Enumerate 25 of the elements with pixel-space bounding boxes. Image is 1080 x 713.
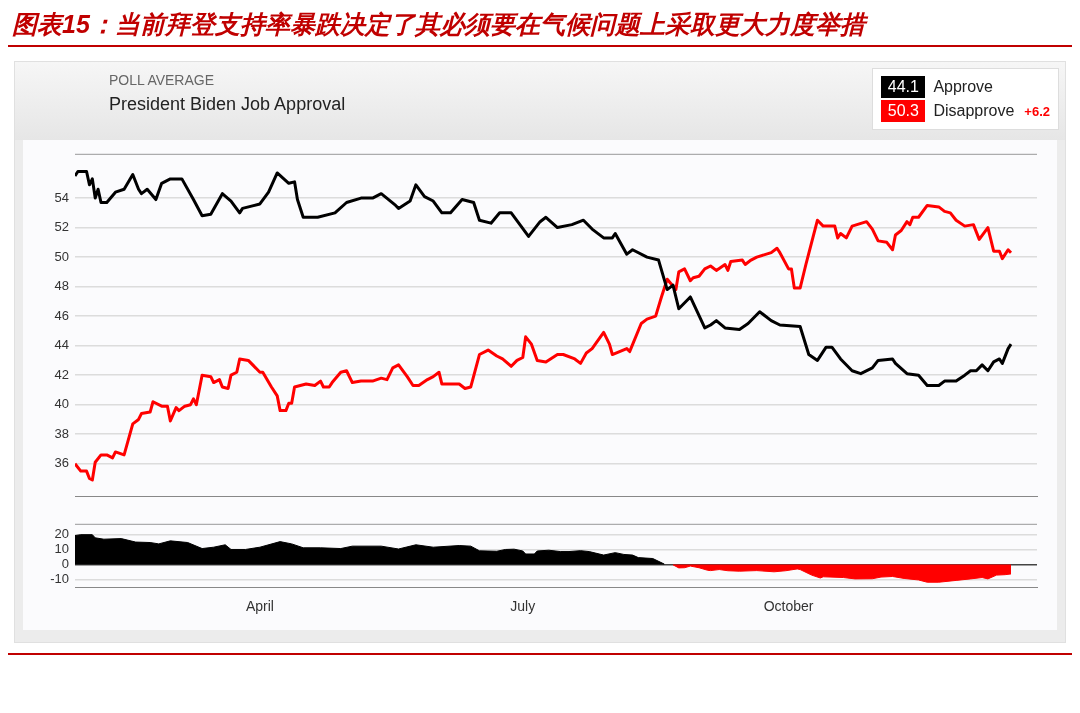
y-tick-label: 20 <box>54 525 69 541</box>
x-tick-label: October <box>763 598 814 615</box>
legend-label: Disapprove <box>933 102 1015 120</box>
text: 44.1 <box>881 76 926 98</box>
chart-title: 图表15：当前拜登支持率暴跌决定了其必须要在气候问题上采取更大力度举措 <box>8 8 1072 47</box>
y-tick-label: 50 <box>54 248 69 264</box>
x-tick-label: April <box>245 598 274 615</box>
y-tick-label: 38 <box>54 425 69 441</box>
y-tick-label: 48 <box>54 278 69 294</box>
y-tick-label: 44 <box>54 337 69 353</box>
y-tick-label: 52 <box>54 219 69 235</box>
y-tick-label: 0 <box>61 556 69 572</box>
x-tick-label: July <box>510 598 536 615</box>
text: +6.2 <box>1024 103 1050 119</box>
text: POLL AVERAGE <box>109 72 215 88</box>
y-tick-label: 10 <box>54 541 69 557</box>
y-tick-label: -10 <box>50 571 69 587</box>
text: 50.3 <box>881 100 926 122</box>
chart-subtitle: President Biden Job Approval <box>109 94 346 115</box>
y-tick-label: 54 <box>54 189 69 205</box>
y-tick-label: 42 <box>54 366 69 382</box>
legend-label: Approve <box>933 78 993 96</box>
y-tick-label: 46 <box>54 307 69 323</box>
y-tick-label: 40 <box>54 396 69 412</box>
y-tick-label: 36 <box>54 455 69 471</box>
